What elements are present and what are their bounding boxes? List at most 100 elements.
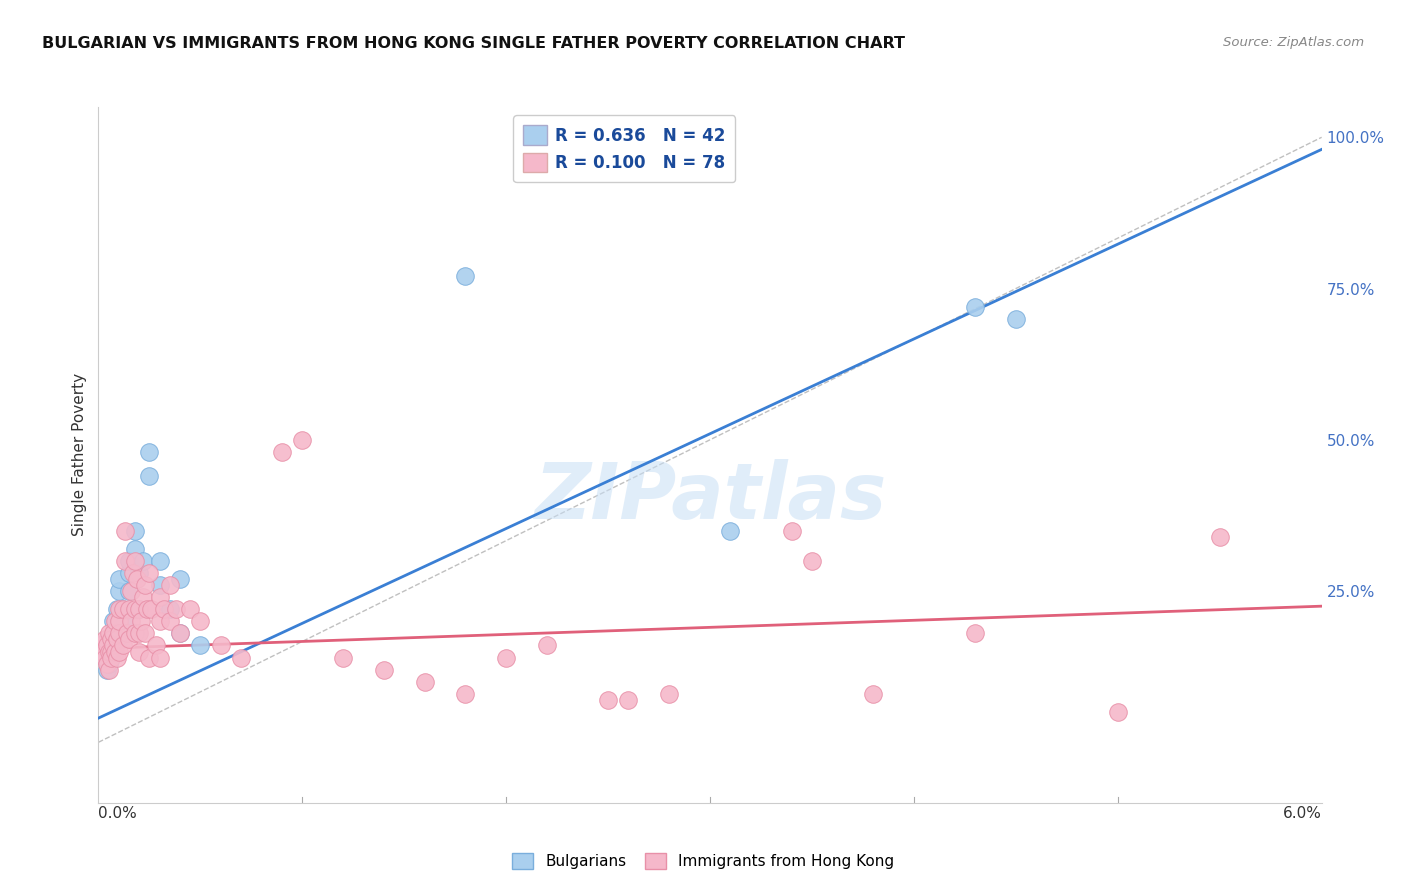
Point	[179, 602, 201, 616]
Point	[97, 657, 120, 671]
Point	[97, 644, 120, 658]
Point	[93, 632, 115, 647]
Point	[96, 663, 118, 677]
Point	[138, 566, 160, 580]
Point	[108, 584, 131, 599]
Point	[108, 602, 131, 616]
Point	[105, 650, 128, 665]
Point	[128, 602, 150, 616]
Point	[108, 626, 131, 640]
Point	[111, 626, 134, 640]
Point	[100, 650, 122, 665]
Point	[598, 693, 620, 707]
Point	[1107, 705, 1129, 719]
Point	[413, 674, 436, 689]
Point	[100, 650, 122, 665]
Point	[101, 626, 124, 640]
Point	[132, 590, 155, 604]
Point	[495, 650, 517, 665]
Point	[780, 524, 803, 538]
Text: Source: ZipAtlas.com: Source: ZipAtlas.com	[1223, 36, 1364, 49]
Point	[114, 524, 136, 538]
Point	[862, 687, 884, 701]
Point	[169, 626, 191, 640]
Point	[100, 632, 122, 647]
Point	[108, 615, 131, 629]
Y-axis label: Single Father Poverty: Single Father Poverty	[72, 374, 87, 536]
Point	[120, 584, 142, 599]
Point	[108, 632, 131, 647]
Point	[165, 602, 187, 616]
Point	[97, 632, 120, 647]
Point	[104, 644, 127, 658]
Point	[89, 639, 111, 653]
Point	[104, 626, 127, 640]
Point	[159, 615, 181, 629]
Point	[169, 572, 191, 586]
Point	[332, 650, 354, 665]
Point	[101, 615, 124, 629]
Point	[134, 626, 156, 640]
Point	[128, 566, 150, 580]
Point	[128, 644, 150, 658]
Point	[658, 687, 681, 701]
Point	[96, 657, 118, 671]
Point	[127, 572, 149, 586]
Point	[104, 644, 127, 658]
Point	[617, 693, 640, 707]
Point	[149, 590, 172, 604]
Point	[124, 541, 146, 556]
Point	[108, 615, 131, 629]
Point	[963, 300, 986, 314]
Point	[120, 615, 142, 629]
Point	[111, 602, 134, 616]
Point	[270, 445, 292, 459]
Point	[231, 650, 253, 665]
Point	[801, 554, 824, 568]
Point	[96, 639, 118, 653]
Point	[114, 615, 136, 629]
Point	[159, 602, 181, 616]
Point	[93, 650, 115, 665]
Point	[97, 626, 120, 640]
Point	[101, 626, 124, 640]
Point	[97, 644, 120, 658]
Point	[576, 148, 599, 162]
Point	[108, 572, 131, 586]
Text: ZIPatlas: ZIPatlas	[534, 458, 886, 534]
Point	[100, 644, 122, 658]
Legend: Bulgarians, Immigrants from Hong Kong: Bulgarians, Immigrants from Hong Kong	[506, 847, 900, 875]
Legend: R = 0.636   N = 42, R = 0.100   N = 78: R = 0.636 N = 42, R = 0.100 N = 78	[513, 115, 735, 182]
Point	[188, 615, 212, 629]
Point	[114, 554, 136, 568]
Point	[536, 639, 558, 653]
Point	[124, 626, 146, 640]
Point	[159, 578, 181, 592]
Point	[373, 663, 395, 677]
Point	[111, 602, 134, 616]
Point	[104, 615, 127, 629]
Point	[118, 554, 141, 568]
Point	[118, 632, 141, 647]
Point	[105, 632, 128, 647]
Point	[138, 469, 160, 483]
Point	[91, 639, 114, 653]
Point	[136, 602, 159, 616]
Point	[105, 602, 128, 616]
Point	[100, 639, 122, 653]
Point	[124, 554, 146, 568]
Point	[97, 663, 120, 677]
Point	[118, 602, 141, 616]
Point	[718, 524, 742, 538]
Point	[141, 602, 163, 616]
Point	[118, 566, 141, 580]
Point	[149, 578, 172, 592]
Point	[169, 626, 191, 640]
Text: 0.0%: 0.0%	[98, 805, 138, 821]
Point	[454, 687, 477, 701]
Point	[122, 566, 145, 580]
Point	[291, 433, 314, 447]
Point	[138, 445, 160, 459]
Point	[124, 524, 146, 538]
Point	[149, 554, 172, 568]
